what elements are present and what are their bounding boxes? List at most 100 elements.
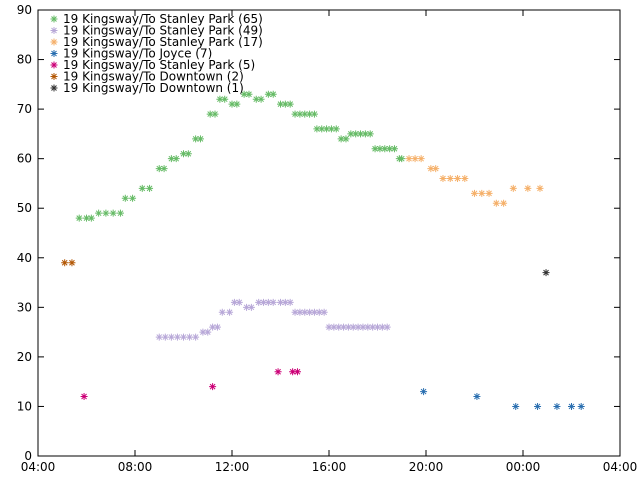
point [306,110,314,118]
point [417,155,425,163]
x-tick-label: 16:00 [312,460,347,474]
point [146,184,154,192]
point [286,298,294,306]
point [374,323,381,331]
point [439,174,447,182]
point [349,323,357,331]
point [357,130,365,138]
point [83,214,90,222]
legend-marker [50,61,58,69]
point [361,130,369,138]
point [221,95,229,103]
point [240,90,248,98]
point [386,145,394,153]
point [359,323,367,331]
point [230,298,238,306]
point [167,155,175,163]
x-tick-label: 12:00 [215,460,250,474]
point [310,110,318,118]
point [381,145,389,153]
point [257,95,265,103]
point [337,135,345,143]
legend-marker [50,50,58,57]
point [155,333,163,341]
legend-label: 19 Kingsway/To Downtown (2) [63,70,244,84]
point [301,110,309,118]
x-tick-label: 04:00 [603,460,638,474]
legend-label: 19 Kingsway/To Stanley Park (5) [63,58,255,72]
point [218,308,226,316]
point [376,145,384,153]
point [252,95,260,103]
point [335,323,343,331]
point [378,323,386,331]
point [291,110,299,118]
point [274,368,282,376]
point [369,323,377,331]
point [260,298,268,306]
point [206,110,214,118]
point [323,125,331,133]
point [160,165,168,173]
point [245,90,253,98]
point [228,100,236,108]
legend-label: 19 Kingsway/To Joyce (7) [63,47,212,61]
y-tick-label: 30 [17,300,32,314]
x-tick-label: 08:00 [118,460,153,474]
point [180,150,187,158]
legend-marker [50,38,58,46]
legend-marker [50,73,58,80]
point [255,298,263,306]
point [536,184,544,192]
y-tick-label: 80 [17,53,32,67]
y-tick-label: 90 [17,3,32,17]
point [366,130,374,138]
x-tick-label: 00:00 [506,460,541,474]
legend-label: 19 Kingsway/To Downtown (1) [63,81,244,95]
y-tick-label: 70 [17,102,32,116]
point [286,100,294,108]
y-tick-label: 60 [17,152,32,166]
point [211,110,219,118]
point [204,328,212,336]
point [173,333,181,341]
legend-label: 19 Kingsway/To Stanley Park (17) [63,35,263,49]
point [553,402,561,410]
point [364,323,372,331]
point [509,184,517,192]
point [383,323,391,331]
point [330,323,338,331]
point [196,135,204,143]
legend-label: 19 Kingsway/To Stanley Park (65) [63,12,263,26]
point [354,323,362,331]
point [102,209,110,217]
point [172,155,180,163]
point [332,125,340,133]
point [213,323,221,331]
point [446,174,454,182]
point [342,135,350,143]
point [577,402,585,410]
point [327,125,335,133]
point [209,383,217,391]
legend-marker [50,84,58,92]
point [315,308,323,316]
point [180,333,187,341]
point [542,269,550,277]
point [75,214,83,222]
point [296,308,304,316]
point [269,298,277,306]
point [390,145,398,153]
point [161,333,169,341]
point [264,298,272,306]
point [512,402,520,410]
point [269,90,277,98]
legend-marker [50,15,58,23]
point [121,194,129,202]
point [281,100,289,108]
point [432,165,440,173]
x-tick-label: 04:00 [21,460,56,474]
point [80,393,88,401]
point [352,130,360,138]
point [310,308,318,316]
